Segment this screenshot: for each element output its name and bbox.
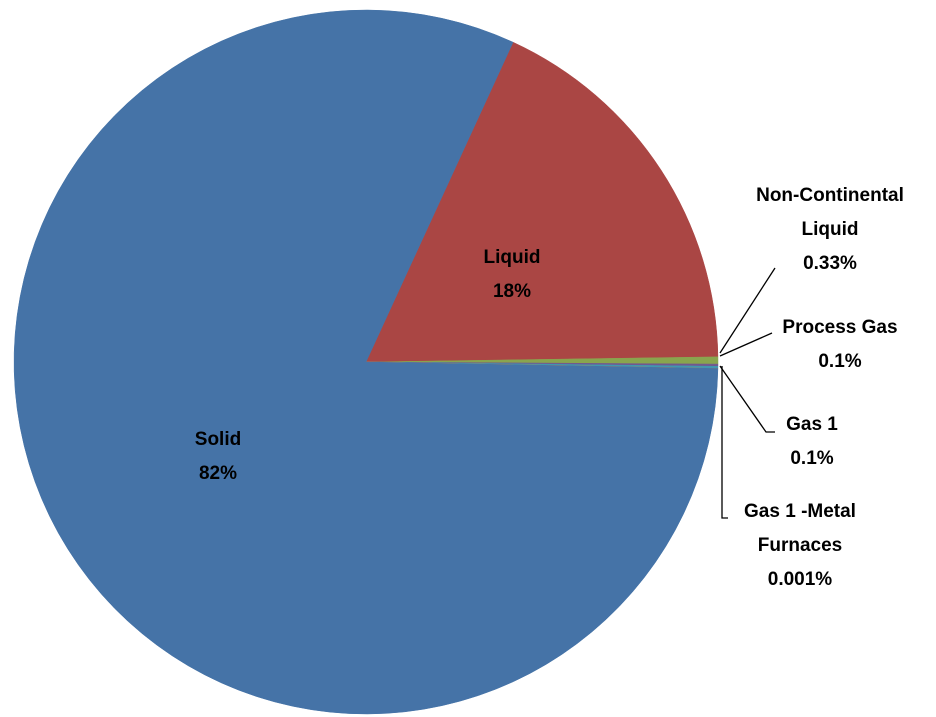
slice-name: Process Gas xyxy=(782,317,898,338)
slice-value-label: 0.33% xyxy=(803,253,857,274)
pie-slice xyxy=(13,9,719,715)
slice-value-label: 82% xyxy=(198,463,238,484)
slice-name: Gas 1 xyxy=(786,414,838,435)
slice-value-label: 0.001% xyxy=(767,569,833,590)
slice-name: Solid xyxy=(194,429,242,450)
slice-name: Gas 1 -Metal Furnaces xyxy=(744,501,856,556)
pie-slice xyxy=(365,41,719,363)
slice-value-label: 0.1% xyxy=(790,448,834,469)
leader-line xyxy=(719,267,776,354)
slice-name: Non-Continental Liquid xyxy=(756,185,904,240)
leader-line xyxy=(721,366,728,519)
leader-line xyxy=(719,332,773,357)
slice-value-label: 0.1% xyxy=(818,351,862,372)
slice-value-label: 18% xyxy=(492,281,532,302)
leader-line xyxy=(719,365,775,433)
slice-name: Liquid xyxy=(483,247,541,268)
